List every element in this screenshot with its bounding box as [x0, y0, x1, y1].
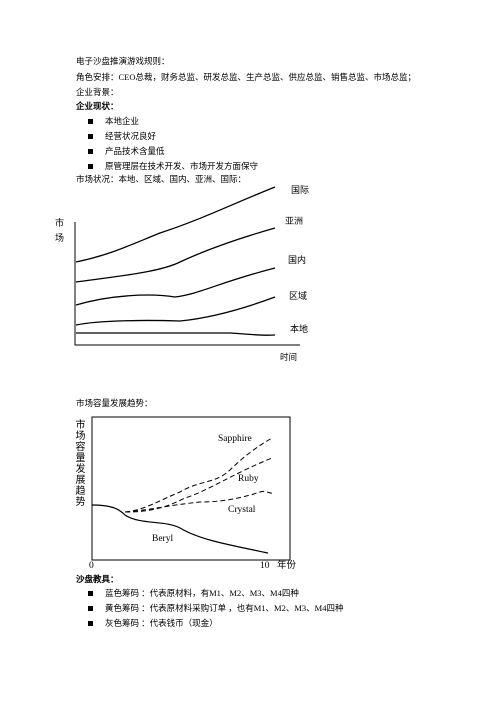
status-heading: 企业现状：: [76, 101, 119, 111]
tools-item: 蓝色筹码 ：代表原材料，有M1、M2、M3、M4四种: [88, 589, 299, 598]
series-label: 亚洲: [285, 216, 304, 226]
background: 企业背景：: [76, 87, 119, 97]
series-label: 本地: [290, 324, 309, 334]
x-axis-label: 时间: [280, 352, 298, 362]
status-item: 本地企业: [88, 117, 139, 126]
curve: [75, 296, 276, 326]
curve: [75, 332, 276, 336]
curve: [91, 504, 269, 554]
tools-heading: 沙盘教具：: [76, 574, 119, 584]
title: 电子沙盘推演游戏规则：: [76, 56, 170, 66]
roles: 角色安排：CEO总裁，财务总监、研发总监、生产总监、供应总监、销售总监、市场总监…: [76, 72, 417, 82]
frame: [91, 416, 291, 561]
curve: [124, 490, 273, 513]
curve: [124, 437, 273, 513]
curve: [75, 227, 276, 283]
series-label: 区域: [289, 291, 308, 301]
series-label: Beryl: [152, 534, 174, 544]
y-axis-label: 市场: [54, 218, 64, 248]
series-label: 国际: [291, 185, 310, 195]
y-axis-label: 市场容量发展趋势: [73, 419, 84, 507]
series-label: Ruby: [238, 474, 259, 484]
tools-item: 灰色筹码 ：代表钱币（现金）: [88, 619, 218, 628]
trend-title: 市场容量发展趋势：: [76, 398, 153, 408]
series-label: Sapphire: [218, 434, 252, 444]
x-unit: 年份: [277, 561, 297, 571]
axes: [74, 222, 300, 346]
status-item: 经营状况良好: [88, 132, 156, 141]
market-status: 市场状况：本地、区域、国内、亚洲、国际：: [76, 174, 247, 184]
diagram-1: [74, 186, 300, 346]
status-item: 原管理层在技术开发、市场开发方面保守: [88, 162, 258, 171]
x-end: 10: [260, 561, 270, 571]
curve: [124, 457, 273, 513]
status-item: 产品技术含量低: [88, 147, 165, 156]
diagram-2: [91, 416, 291, 561]
curve: [75, 267, 276, 306]
series-label: 国内: [288, 255, 307, 265]
tools-item: 黄色筹码 ：代表原材料采购订单 ，也有M1、M2、M3、M4四种: [88, 604, 343, 613]
series-label: Crystal: [228, 505, 256, 515]
curve: [75, 186, 276, 263]
x-start: 0: [89, 561, 94, 571]
